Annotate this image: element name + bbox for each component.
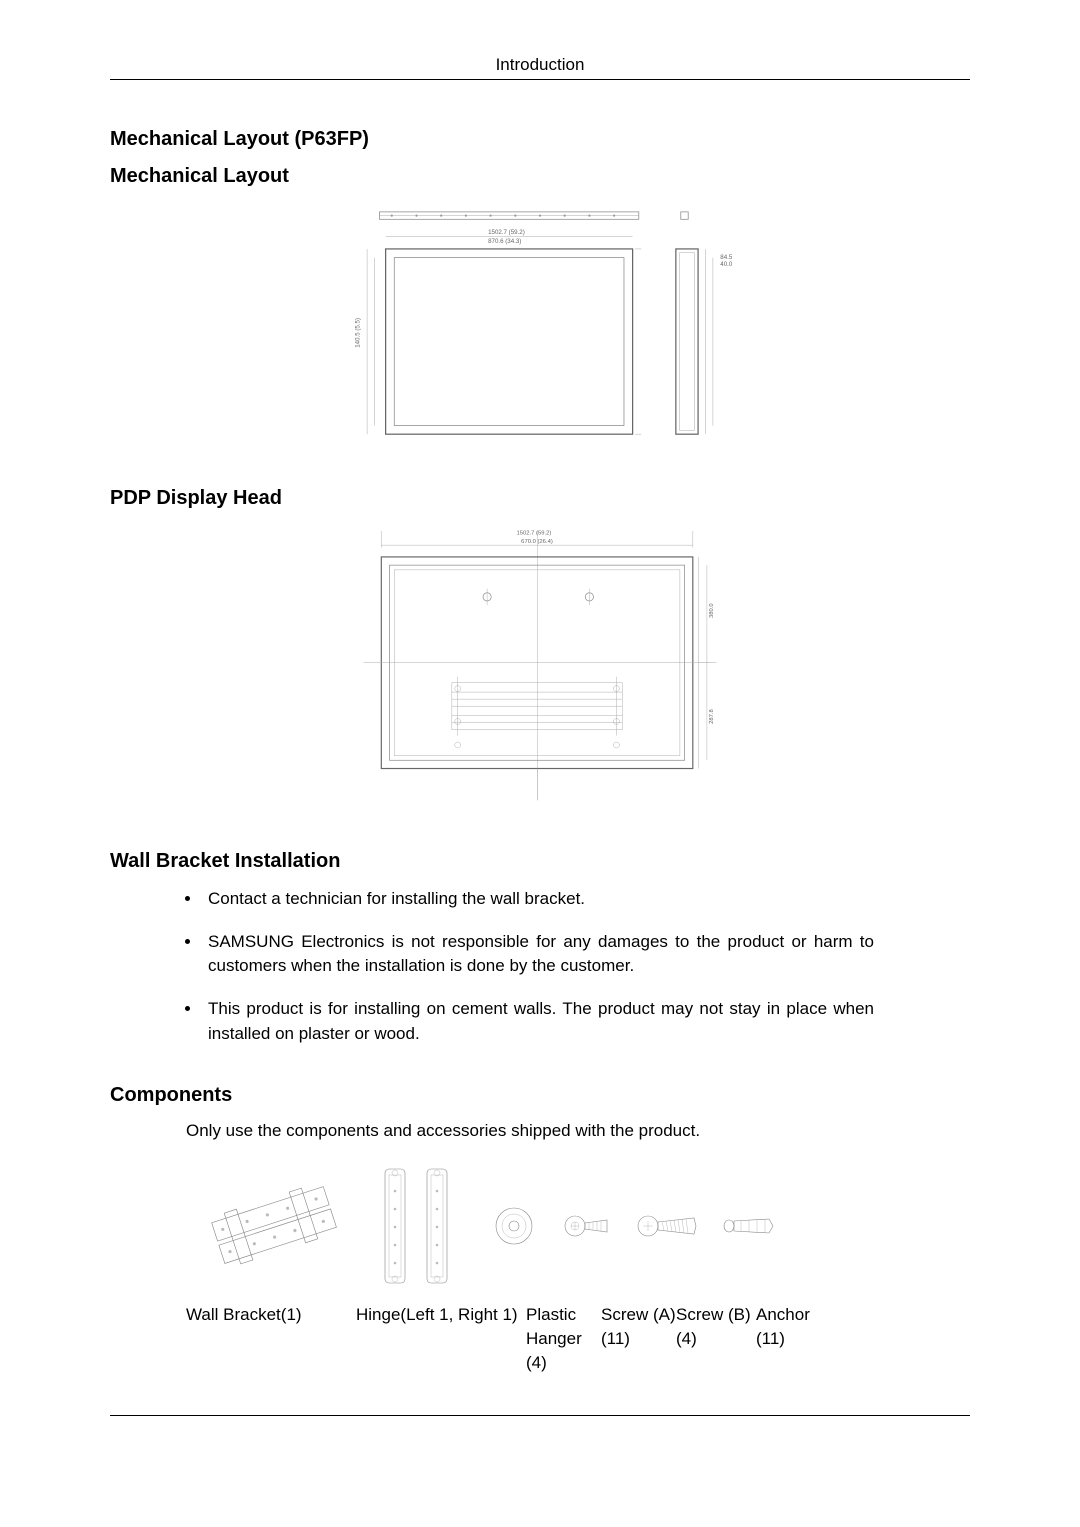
bullet-item: Contact a technician for installing the …	[202, 887, 874, 912]
component-hinge	[356, 1161, 476, 1291]
bullet-item: SAMSUNG Electronics is not responsible f…	[202, 930, 874, 979]
component-anchor	[711, 1161, 786, 1291]
svg-text:670.0 (26.4): 670.0 (26.4)	[521, 539, 553, 545]
component-label: Screw (B)(4)	[676, 1303, 756, 1374]
hinge-icon	[371, 1161, 461, 1291]
components-note: Only use the components and accessories …	[186, 1121, 970, 1141]
svg-text:870.6 (34.3): 870.6 (34.3)	[488, 238, 521, 245]
svg-text:380.0: 380.0	[709, 603, 715, 618]
components-labels: Wall Bracket(1) Hinge(Left 1, Right 1) P…	[186, 1303, 970, 1374]
component-wall-bracket	[186, 1161, 356, 1291]
anchor-icon	[719, 1211, 779, 1241]
component-label: Anchor (11)	[756, 1303, 831, 1374]
plastic-hanger-icon	[489, 1201, 539, 1251]
component-screw-a	[551, 1161, 626, 1291]
section-title-wall-bracket: Wall Bracket Installation	[110, 850, 970, 873]
wall-bracket-icon	[196, 1178, 346, 1274]
component-label: Wall Bracket(1)	[186, 1303, 356, 1374]
figure-pdp-head: 1502.7 (59.2) 670.0 (26.4)	[110, 524, 970, 812]
svg-text:40.0: 40.0	[720, 261, 733, 268]
screw-a-icon	[561, 1206, 616, 1246]
svg-text:1502.7 (59.2): 1502.7 (59.2)	[516, 531, 551, 537]
component-screw-b	[626, 1161, 711, 1291]
page-header: Introduction	[110, 55, 970, 80]
section-title-pdp-head: PDP Display Head	[110, 487, 970, 510]
figure-mechanical-layout: 1502.7 (59.2) 870.6 (34.3) 140.5 (5.5)	[110, 202, 970, 449]
components-row	[186, 1161, 970, 1291]
svg-text:84.5: 84.5	[720, 254, 733, 261]
screw-b-icon	[634, 1206, 704, 1246]
svg-text:1502.7 (59.2): 1502.7 (59.2)	[488, 229, 525, 236]
component-label: Plastic Hanger (4)	[526, 1303, 601, 1374]
section-title-mech-layout: Mechanical Layout	[110, 165, 970, 188]
section-title-components: Components	[110, 1084, 970, 1107]
component-plastic-hanger	[476, 1161, 551, 1291]
wall-bracket-bullets: Contact a technician for installing the …	[202, 887, 874, 1046]
footer-rule	[110, 1415, 970, 1416]
section-title-mech-layout-model: Mechanical Layout (P63FP)	[110, 128, 970, 151]
svg-text:287.8: 287.8	[709, 709, 715, 724]
svg-text:140.5 (5.5): 140.5 (5.5)	[355, 318, 362, 348]
mechanical-layout-svg: 1502.7 (59.2) 870.6 (34.3) 140.5 (5.5)	[330, 202, 750, 449]
bullet-item: This product is for installing on cement…	[202, 997, 874, 1046]
pdp-head-svg: 1502.7 (59.2) 670.0 (26.4)	[340, 524, 740, 812]
component-label: Screw (A)(11)	[601, 1303, 676, 1374]
component-label: Hinge(Left 1, Right 1)	[356, 1303, 526, 1374]
page: Introduction Mechanical Layout (P63FP) M…	[0, 0, 1080, 1456]
